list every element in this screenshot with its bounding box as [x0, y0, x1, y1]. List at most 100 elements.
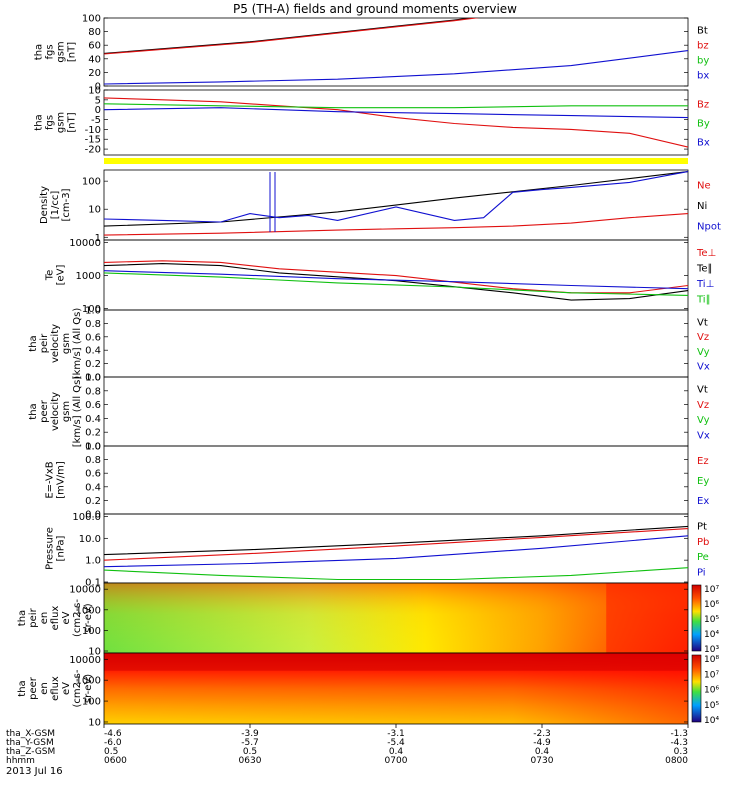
legend-label: Bz — [697, 100, 709, 111]
axis-row-value: 0800 — [665, 756, 688, 766]
colorbar-tick-label: 10⁶ — [704, 686, 719, 696]
y-tick-label: 0.8 — [85, 386, 101, 397]
y-axis-label: fgs — [45, 115, 56, 130]
axis-row-value: -2.3 — [533, 729, 551, 739]
y-axis-label: tha — [28, 403, 39, 419]
y-axis-label: [1/cc] — [50, 191, 61, 220]
colorbar-tick-label: 10⁴ — [704, 630, 719, 640]
series-line — [104, 88, 688, 89]
y-axis-label: [eV] — [56, 265, 67, 286]
y-axis-label: tha — [34, 114, 45, 130]
y-axis-label: gsm — [61, 333, 72, 354]
spectrogram-overlay — [104, 583, 688, 653]
y-tick-label: 0.8 — [85, 455, 101, 466]
y-tick-label: 100.0 — [72, 512, 101, 523]
y-axis-label: peer — [28, 676, 39, 700]
series-line — [104, 97, 688, 148]
y-tick-label: 10.0 — [79, 534, 101, 545]
legend-label: By — [697, 119, 710, 130]
legend-label: Vz — [697, 400, 709, 411]
y-axis-label: [km/s] (All Qs) — [72, 308, 83, 380]
legend-label: Npot — [697, 222, 721, 233]
status-bar — [104, 158, 688, 164]
colorbar-tick-label: 10⁵ — [704, 615, 719, 625]
y-axis-label: tha — [28, 335, 39, 351]
series-line — [104, 260, 688, 294]
y-axis-label: sr-eV) — [83, 603, 94, 632]
y-axis-label: eV — [61, 682, 72, 695]
y-tick-label: 0.0 — [85, 510, 101, 521]
y-axis-label: sr-eV) — [83, 674, 94, 703]
legend-label: Vt — [697, 385, 708, 396]
legend-label: Ne — [697, 180, 711, 191]
legend-label: Vy — [697, 347, 710, 358]
legend-label: Bx — [697, 138, 710, 149]
legend-label: Vy — [697, 415, 710, 426]
date-label: 2013 Jul 16 — [6, 766, 63, 777]
y-axis-label: [nPa] — [56, 535, 67, 561]
panel-frame — [103, 89, 689, 156]
panel-frame — [103, 513, 689, 584]
y-axis-label: Pressure — [45, 527, 56, 570]
y-axis-label: tha — [17, 680, 28, 696]
y-tick-label: 0.4 — [85, 482, 101, 493]
axis-row-label: tha_Z-GSM — [6, 747, 55, 757]
axis-row-value: -3.9 — [241, 729, 259, 739]
legend-label: Ti∥ — [696, 294, 711, 305]
series-line — [104, 535, 688, 568]
y-tick-label: 0.8 — [85, 319, 101, 330]
axis-row-label: tha_Y-GSM — [6, 738, 54, 748]
legend-label: Ey — [697, 476, 709, 487]
y-tick-label: 40 — [88, 54, 101, 65]
legend-label: bz — [697, 41, 709, 52]
y-tick-label: 1.0 — [85, 373, 101, 384]
legend-label: Vx — [697, 362, 710, 373]
y-tick-label: -20 — [85, 145, 101, 156]
y-tick-label: 0.2 — [85, 496, 101, 507]
y-axis-label: [nT] — [67, 42, 78, 62]
y-tick-label: 60 — [88, 41, 101, 52]
panel-frame — [103, 17, 689, 87]
y-tick-label: 0 — [95, 82, 101, 93]
colorbar-tick-label: 10⁷ — [704, 670, 719, 680]
axis-row-value: -3.1 — [387, 729, 405, 739]
y-tick-label: 80 — [88, 27, 101, 38]
spectrogram-overlay — [606, 583, 688, 653]
y-tick-label: 0 — [95, 105, 101, 116]
legend-label: Vt — [697, 317, 708, 328]
series-line — [104, 171, 688, 223]
axis-row-value: 0.5 — [104, 747, 118, 757]
series-line — [104, 18, 480, 55]
y-axis-label: eflux — [50, 676, 61, 701]
y-tick-label: 0.0 — [85, 373, 101, 384]
axis-row-value: -6.0 — [104, 738, 122, 748]
colorbar-tick-label: 10⁷ — [704, 585, 719, 595]
axis-row-value: 0.4 — [389, 747, 404, 757]
series-line — [104, 272, 688, 296]
colorbar-tick-label: 10⁵ — [704, 701, 719, 711]
panel-frame — [103, 376, 689, 447]
axis-row-value: 0.5 — [243, 747, 257, 757]
y-axis-label: (cm2-s- — [72, 669, 83, 707]
series-line — [104, 525, 688, 556]
y-axis-label: Density — [39, 186, 50, 224]
y-tick-label: -10 — [85, 125, 101, 136]
series-line — [104, 528, 688, 561]
y-tick-label: 0.4 — [85, 346, 101, 357]
legend-label: Bt — [697, 26, 708, 37]
y-tick-label: 0.4 — [85, 414, 101, 425]
legend-label: bx — [697, 71, 709, 82]
y-axis-label: peer — [39, 399, 50, 423]
legend-label: Ti⊥ — [696, 279, 714, 290]
colorbar — [691, 654, 702, 723]
axis-row-value: 0700 — [385, 756, 408, 766]
y-tick-label: 0.0 — [85, 442, 101, 453]
chart-title: P5 (TH-A) fields and ground moments over… — [233, 2, 517, 16]
y-axis-label: gsm — [61, 401, 72, 422]
series-line — [104, 213, 688, 236]
y-tick-label: 0.2 — [85, 359, 101, 370]
series-line — [104, 567, 688, 581]
legend-label: Pt — [697, 522, 707, 533]
y-axis-label: velocity — [50, 324, 61, 363]
